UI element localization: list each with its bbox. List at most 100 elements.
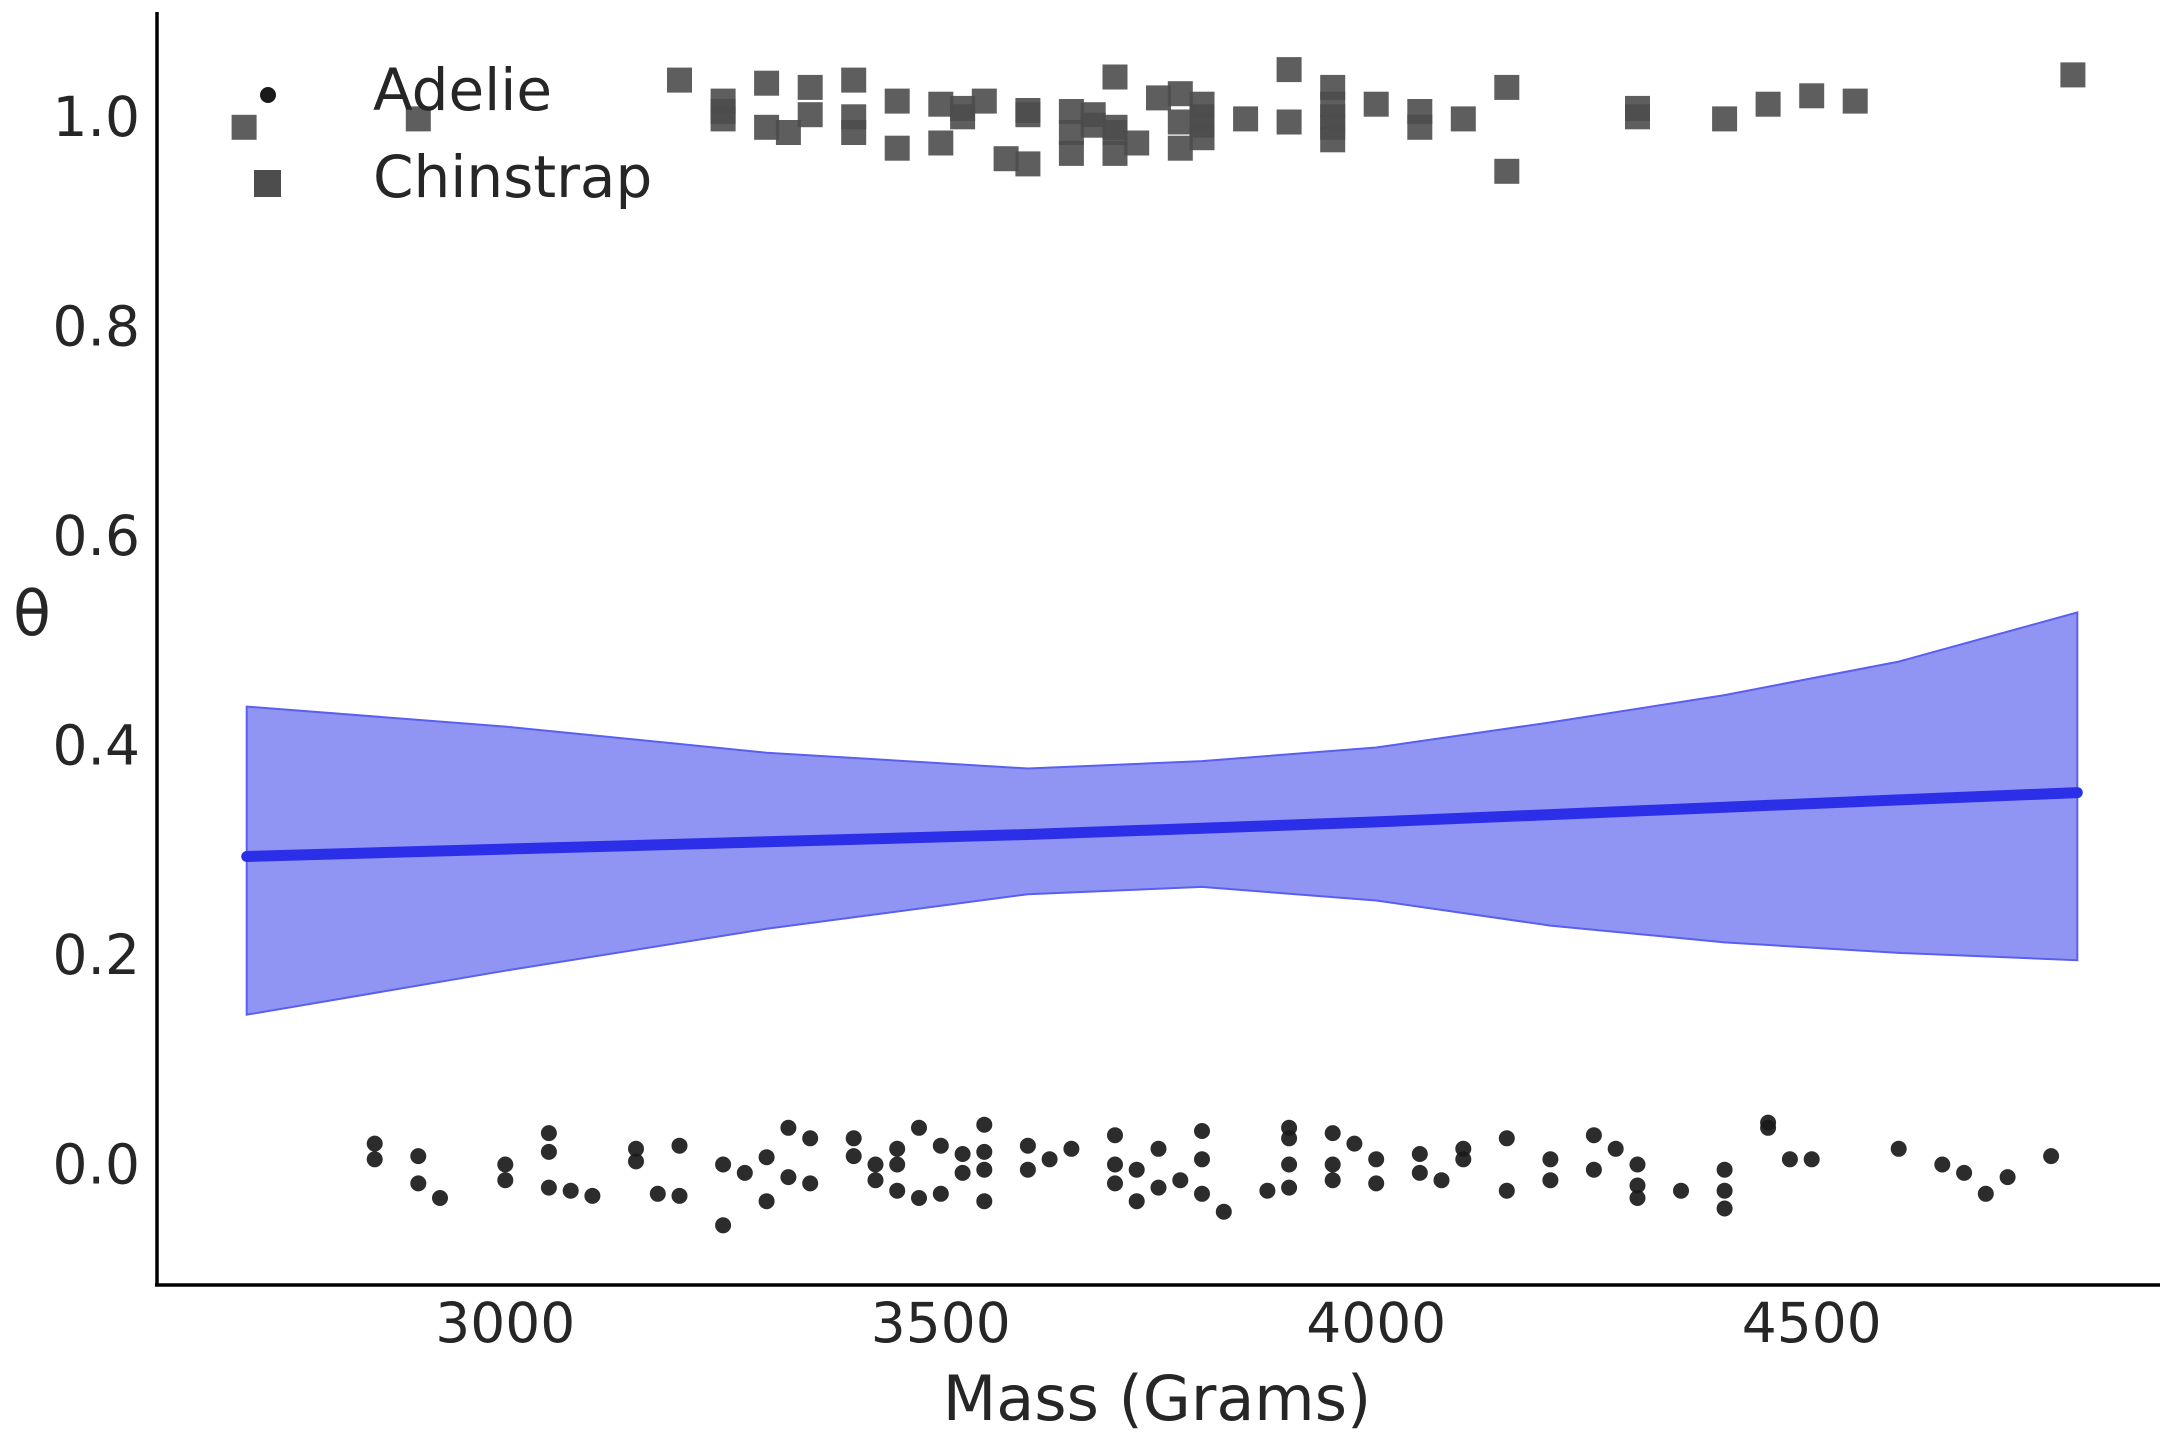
- adelie-point: [1019, 1137, 1036, 1154]
- adelie-point: [1107, 1127, 1123, 1144]
- chinstrap-point: [1625, 104, 1650, 130]
- adelie-point: [1716, 1200, 1733, 1217]
- x-tick-labels: 3000 3500 4000 4500: [435, 1291, 1881, 1355]
- chinstrap-point: [950, 104, 976, 130]
- adelie-point: [1803, 1151, 1820, 1168]
- adelie-point: [1629, 1177, 1646, 1194]
- adelie-point: [1455, 1151, 1472, 1168]
- chinstrap-point: [1712, 106, 1738, 132]
- adelie-point: [1259, 1182, 1276, 1199]
- chinstrap-point: [1080, 112, 1106, 138]
- adelie-point: [1411, 1164, 1428, 1181]
- adelie-point: [1324, 1156, 1341, 1173]
- y-tick-label: 0.2: [53, 923, 140, 987]
- adelie-point: [1716, 1161, 1733, 1178]
- legend-adelie-marker: [260, 87, 276, 103]
- adelie-point: [1194, 1123, 1210, 1139]
- adelie-point: [715, 1217, 732, 1234]
- adelie-point: [889, 1140, 906, 1157]
- chinstrap-point: [1494, 158, 1520, 184]
- legend: Adelie Chinstrap: [254, 56, 652, 211]
- adelie-point: [1498, 1182, 1515, 1199]
- adelie-point: [1673, 1182, 1689, 1199]
- adelie-point: [802, 1130, 819, 1147]
- chinstrap-point: [1058, 120, 1084, 145]
- x-tick-label: 4500: [1742, 1291, 1882, 1355]
- y-tick-label: 0.4: [53, 713, 140, 777]
- adelie-point: [410, 1175, 427, 1192]
- adelie-point: [628, 1153, 644, 1170]
- y-tick-label: 0.0: [53, 1133, 140, 1197]
- x-tick-label: 3000: [435, 1291, 575, 1355]
- chinstrap-point: [710, 106, 736, 132]
- adelie-point: [1019, 1161, 1036, 1178]
- y-tick-label: 1.0: [53, 85, 140, 149]
- adelie-point: [628, 1140, 644, 1157]
- chinstrap-point: [928, 91, 954, 117]
- adelie-point: [976, 1193, 993, 1210]
- chinstrap-point: [754, 114, 780, 140]
- adelie-point: [1411, 1146, 1428, 1162]
- adelie-point: [1999, 1169, 2016, 1186]
- adelie-point: [1128, 1161, 1145, 1178]
- mean-line-layer: [241, 787, 2083, 862]
- adelie-point: [802, 1175, 819, 1192]
- adelie-point: [1041, 1151, 1058, 1168]
- chinstrap-point: [1494, 74, 1520, 100]
- y-tick-labels: 0.0 0.2 0.4 0.6 0.8 1.0: [53, 85, 140, 1197]
- legend-chinstrap-label: Chinstrap: [373, 143, 652, 211]
- adelie-point: [889, 1156, 906, 1173]
- adelie-point: [1760, 1119, 1777, 1136]
- adelie-point: [1128, 1193, 1145, 1210]
- chinstrap-point: [1276, 57, 1302, 83]
- mean-probability-line: [241, 787, 2083, 862]
- chinstrap-point: [1363, 91, 1389, 117]
- adelie-point: [1281, 1179, 1298, 1196]
- adelie-point: [1585, 1127, 1602, 1144]
- adelie-point: [1934, 1156, 1951, 1173]
- adelie-point: [1194, 1185, 1210, 1202]
- adelie-point: [497, 1156, 514, 1173]
- adelie-point: [976, 1161, 993, 1178]
- adelie-point: [1542, 1151, 1559, 1168]
- chinstrap-point: [1146, 85, 1171, 111]
- chinstrap-point: [1189, 125, 1215, 151]
- chinstrap-point: [841, 67, 867, 93]
- adelie-point: [2043, 1148, 2060, 1165]
- chinstrap-point: [1755, 91, 1781, 117]
- adelie-point: [845, 1148, 862, 1165]
- adelie-point: [1346, 1135, 1363, 1152]
- adelie-point: [1585, 1161, 1602, 1178]
- adelie-point: [780, 1169, 797, 1186]
- adelie-point: [867, 1156, 884, 1173]
- adelie-point: [1215, 1203, 1232, 1220]
- y-tick-label: 0.6: [53, 504, 140, 568]
- x-tick-label: 4000: [1306, 1291, 1446, 1355]
- adelie-point: [584, 1187, 601, 1204]
- adelie-point: [1629, 1190, 1646, 1206]
- chinstrap-point: [754, 70, 780, 96]
- adelie-point: [497, 1172, 514, 1189]
- adelie-point: [1281, 1156, 1298, 1173]
- chinstrap-point: [884, 88, 910, 114]
- adelie-point: [1890, 1140, 1907, 1157]
- chinstrap-point: [1167, 135, 1193, 161]
- adelie-point: [1172, 1172, 1189, 1189]
- chinstrap-point: [231, 114, 257, 140]
- adelie-point: [1107, 1175, 1123, 1192]
- chinstrap-point: [797, 74, 823, 100]
- chinstrap-point: [1015, 102, 1041, 128]
- y-tick-label: 0.8: [53, 294, 140, 358]
- adelie-point: [932, 1185, 949, 1202]
- adelie-point: [976, 1116, 993, 1133]
- adelie-point: [1977, 1185, 1994, 1202]
- adelie-point: [1542, 1172, 1559, 1189]
- adelie-point: [649, 1185, 666, 1202]
- adelie-point: [889, 1182, 906, 1199]
- chinstrap-point: [1124, 130, 1150, 156]
- chinstrap-point: [1167, 109, 1193, 135]
- chinstrap-point: [2060, 62, 2086, 88]
- chinstrap-point: [1058, 99, 1084, 124]
- chinstrap-point: [971, 88, 997, 114]
- credible-band: [245, 611, 2079, 1016]
